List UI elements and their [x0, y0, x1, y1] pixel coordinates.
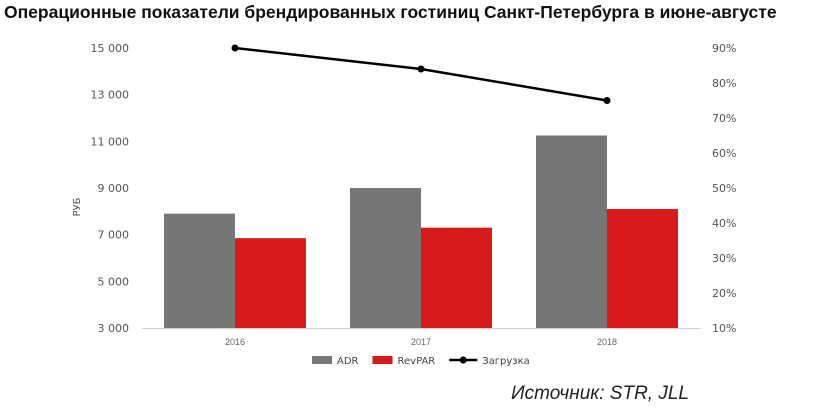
- y-tick-label: 13 000: [91, 89, 130, 102]
- y-tick-label: 11 000: [91, 135, 130, 148]
- y-tick-label: 5 000: [98, 275, 130, 288]
- y2-tick-label: 40%: [712, 217, 736, 230]
- bar-adr-2016: [164, 213, 235, 328]
- line-zagruzka: [234, 46, 608, 102]
- chart-title: Операционные показатели брендированных г…: [4, 2, 777, 22]
- legend-label: RevPAR: [398, 356, 436, 367]
- x-tick-label: 2018: [597, 337, 617, 347]
- y2-tick-label: 60%: [712, 147, 736, 160]
- y-tick-label: 7 000: [98, 229, 130, 242]
- y2-tick-label: 10%: [712, 322, 736, 335]
- y2-tick-label: 70%: [712, 112, 736, 125]
- y2-tick-label: 20%: [712, 287, 736, 300]
- y-tick-label: 15 000: [91, 42, 130, 55]
- bar-revpar-2016: [235, 238, 306, 328]
- y-tick-label: 9 000: [98, 182, 130, 195]
- point-zagruzka-2016: [231, 44, 239, 52]
- point-zagruzka-2018: [603, 97, 611, 104]
- source-note: Источник: STR, JLL: [511, 383, 689, 404]
- legend-swatch-zagruzka-marker: [459, 356, 467, 364]
- y-axis-label: РУБ: [72, 197, 83, 216]
- legend-swatch-adr: [312, 356, 332, 364]
- bar-adr-2018: [536, 135, 607, 328]
- legend-label: ADR: [337, 356, 359, 367]
- y-tick-label: 3 000: [98, 322, 130, 335]
- point-zagruzka-2017: [417, 65, 425, 73]
- y2-tick-label: 90%: [712, 42, 736, 55]
- y2-tick-label: 80%: [712, 77, 736, 90]
- x-tick-label: 2017: [411, 337, 431, 347]
- y2-tick-label: 30%: [712, 252, 736, 265]
- bar-revpar-2018: [607, 209, 678, 328]
- legend-swatch-revpar: [372, 356, 393, 364]
- legend-label: Загрузка: [482, 356, 530, 367]
- bar-revpar-2017: [421, 227, 492, 328]
- bar-adr-2017: [350, 188, 421, 328]
- x-tick-label: 2016: [225, 337, 245, 347]
- y2-tick-label: 50%: [712, 182, 736, 195]
